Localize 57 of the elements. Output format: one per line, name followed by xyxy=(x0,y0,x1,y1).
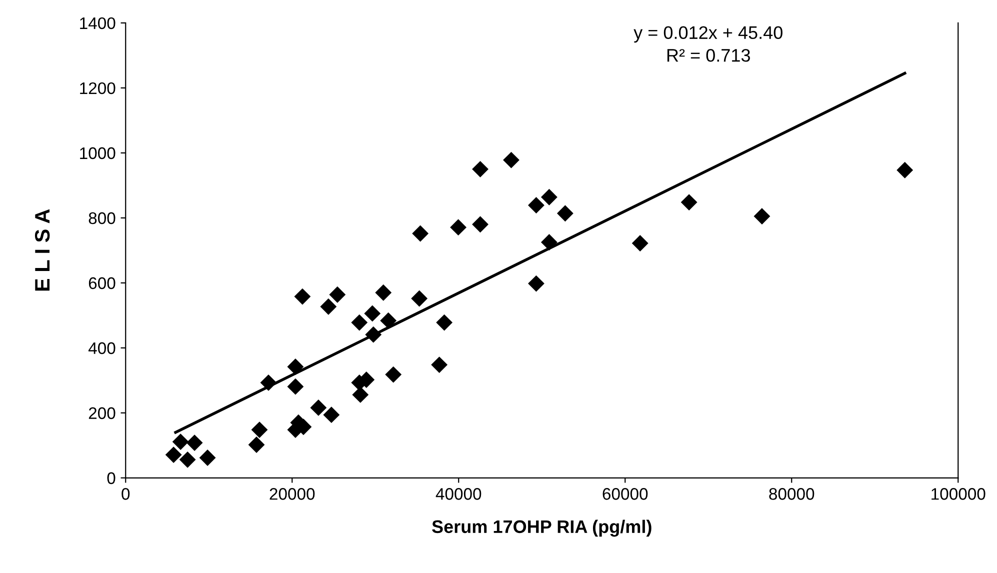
x-tick-label: 20000 xyxy=(270,488,315,500)
point xyxy=(287,358,304,375)
point xyxy=(351,314,368,331)
x-axis-title: Serum 17OHP RIA (pg/ml) xyxy=(432,520,652,537)
point xyxy=(540,234,558,250)
point xyxy=(364,305,381,322)
point xyxy=(380,312,397,329)
point xyxy=(287,378,304,395)
point xyxy=(528,197,544,214)
y-tick-label: 0 xyxy=(107,472,116,484)
point xyxy=(179,451,196,468)
point xyxy=(556,205,574,222)
annotation: y = 0.012x + 45.40 xyxy=(634,26,782,43)
x-tick-label: 60000 xyxy=(602,488,648,500)
y-tick-label: 1400 xyxy=(80,17,116,30)
point xyxy=(310,399,327,416)
point xyxy=(248,436,265,453)
point xyxy=(186,434,203,451)
point xyxy=(896,162,914,178)
point xyxy=(294,288,311,305)
y-tick-label: 200 xyxy=(88,407,116,420)
x-tick-label: 0 xyxy=(122,488,130,500)
y-tick-label: 1000 xyxy=(80,147,116,160)
point xyxy=(472,216,488,233)
point xyxy=(412,225,429,242)
point xyxy=(528,275,544,292)
point xyxy=(436,314,453,331)
y-tick-label: 1200 xyxy=(80,82,116,94)
point xyxy=(411,290,428,307)
point xyxy=(632,235,648,252)
point xyxy=(251,422,268,438)
y-tick-label: 800 xyxy=(88,212,116,224)
y-tick-label: 600 xyxy=(88,277,116,290)
point xyxy=(503,152,520,168)
annotation: R² = 0.713 xyxy=(667,48,750,62)
y-tick-label: 400 xyxy=(88,342,116,354)
point xyxy=(320,298,337,315)
point xyxy=(754,208,770,224)
y-axis-title: E L I S A xyxy=(34,209,50,291)
point xyxy=(165,446,182,464)
point xyxy=(472,160,488,178)
point xyxy=(540,188,558,206)
x-tick-label: 80000 xyxy=(769,488,814,500)
point xyxy=(365,326,382,343)
point xyxy=(385,366,402,383)
x-tick-label: 100000 xyxy=(932,488,986,500)
point xyxy=(375,284,392,301)
point xyxy=(260,374,277,391)
point xyxy=(329,286,346,303)
point xyxy=(450,219,467,236)
point xyxy=(352,386,369,403)
point xyxy=(199,450,216,466)
point xyxy=(431,356,448,374)
x-tick-label: 40000 xyxy=(436,488,482,500)
point xyxy=(172,434,189,450)
point xyxy=(680,194,698,211)
point xyxy=(323,406,340,424)
